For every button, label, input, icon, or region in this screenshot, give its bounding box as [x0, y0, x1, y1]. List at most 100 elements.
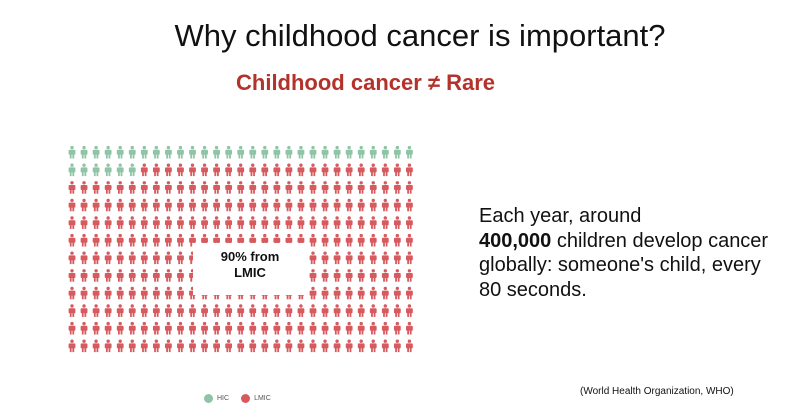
person-icon-hic: [273, 145, 281, 159]
person-icon-lmic: [80, 181, 88, 194]
person-icon-lmic: [140, 286, 148, 300]
person-icon-lmic: [333, 163, 341, 177]
person-icon-lmic: [92, 216, 100, 229]
person-icon-lmic: [128, 269, 136, 282]
person-icon-lmic: [369, 251, 377, 265]
person-icon-lmic: [152, 181, 160, 194]
person-icon-hic: [406, 145, 413, 159]
person-icon-lmic: [406, 198, 413, 212]
person-icon-lmic: [285, 163, 293, 177]
person-icon-hic: [92, 145, 100, 159]
person-icon-lmic: [273, 321, 281, 335]
person-icon-lmic: [249, 181, 257, 194]
person-icon-lmic: [369, 339, 377, 353]
person-icon-lmic: [80, 286, 88, 300]
person-icon-hic: [165, 145, 172, 159]
person-icon-lmic: [381, 339, 389, 353]
person-icon-lmic: [116, 304, 124, 317]
person-icon-lmic: [225, 163, 233, 177]
person-icon-lmic: [237, 198, 245, 212]
person-icon-lmic: [309, 163, 317, 177]
person-icon-lmic: [297, 339, 305, 353]
person-icon-lmic: [116, 321, 124, 335]
person-icon-lmic: [309, 339, 317, 353]
person-icon-lmic: [128, 321, 136, 335]
person-icon-lmic: [345, 321, 353, 335]
person-icon-lmic: [393, 269, 401, 282]
person-icon-lmic: [381, 304, 389, 317]
person-icon-lmic: [68, 198, 76, 212]
person-icon-hic: [369, 145, 377, 159]
person-icon-lmic: [321, 233, 329, 247]
person-icon-lmic: [104, 251, 112, 265]
person-icon-hic: [381, 145, 389, 159]
person-icon-lmic: [177, 286, 184, 300]
person-icon-lmic: [333, 321, 341, 335]
person-icon-lmic: [237, 304, 245, 317]
person-icon-lmic: [369, 216, 377, 229]
person-icon-lmic: [128, 233, 136, 247]
person-icon-lmic: [237, 181, 245, 194]
person-icon-lmic: [333, 216, 341, 229]
person-icon-lmic: [140, 198, 148, 212]
person-icon-lmic: [152, 163, 160, 177]
person-icon-lmic: [345, 216, 353, 229]
legend-swatch-hic: [204, 394, 213, 403]
person-icon-lmic: [128, 286, 136, 300]
person-icon-lmic: [201, 339, 208, 353]
person-icon-lmic: [321, 216, 329, 229]
person-icon-lmic: [406, 251, 413, 265]
person-icon-lmic: [152, 198, 160, 212]
person-icon-lmic: [189, 339, 196, 353]
person-icon-lmic: [152, 216, 160, 229]
person-icon-lmic: [249, 163, 257, 177]
person-icon-lmic: [128, 216, 136, 229]
person-icon-lmic: [104, 216, 112, 229]
person-icon-lmic: [406, 216, 413, 229]
person-icon-lmic: [357, 286, 365, 300]
person-icon-lmic: [357, 321, 365, 335]
person-icon-lmic: [381, 163, 389, 177]
person-icon-hic: [68, 163, 76, 177]
person-icon-lmic: [321, 321, 329, 335]
person-icon-lmic: [68, 321, 76, 335]
person-icon-hic: [104, 163, 112, 177]
person-icon-lmic: [273, 198, 281, 212]
person-icon-lmic: [92, 321, 100, 335]
person-icon-hic: [140, 145, 148, 159]
person-icon-lmic: [92, 181, 100, 194]
legend-label-lmic: LMIC: [254, 395, 271, 402]
person-icon-lmic: [92, 198, 100, 212]
person-icon-lmic: [345, 181, 353, 194]
person-icon-lmic: [345, 233, 353, 247]
person-icon-lmic: [80, 304, 88, 317]
person-icon-lmic: [213, 304, 220, 317]
person-icon-lmic: [189, 198, 196, 212]
person-icon-lmic: [321, 181, 329, 194]
person-icon-lmic: [393, 321, 401, 335]
person-icon-lmic: [333, 269, 341, 282]
person-icon-lmic: [345, 251, 353, 265]
person-icon-lmic: [189, 304, 196, 317]
person-icon-lmic: [261, 198, 269, 212]
person-icon-lmic: [309, 233, 317, 247]
person-icon-lmic: [321, 269, 329, 282]
person-icon-lmic: [225, 304, 233, 317]
person-icon-lmic: [357, 198, 365, 212]
person-icon-lmic: [285, 321, 293, 335]
person-icon-lmic: [369, 321, 377, 335]
person-icon-hic: [68, 145, 76, 159]
person-icon-lmic: [152, 233, 160, 247]
person-icon-lmic: [165, 339, 172, 353]
person-icon-hic: [177, 145, 184, 159]
person-icon-lmic: [189, 321, 196, 335]
person-icon-lmic: [225, 181, 233, 194]
person-icon-lmic: [285, 198, 293, 212]
person-icon-lmic: [104, 286, 112, 300]
person-icon-hic: [201, 145, 208, 159]
person-icon-lmic: [393, 304, 401, 317]
person-icon-lmic: [261, 304, 269, 317]
person-icon-lmic: [309, 321, 317, 335]
person-icon-lmic: [285, 216, 293, 229]
person-icon-lmic: [345, 163, 353, 177]
